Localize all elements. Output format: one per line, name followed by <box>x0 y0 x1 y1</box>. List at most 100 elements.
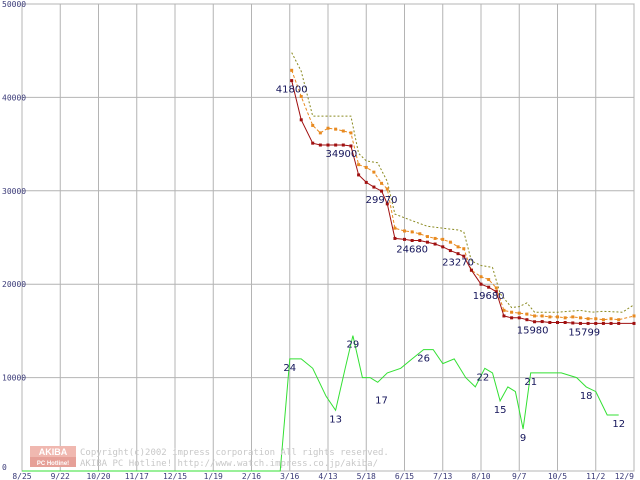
series-min-point <box>410 238 414 242</box>
shop-count-label: 22 <box>477 372 490 383</box>
series-avg-point <box>462 247 466 251</box>
shop-count-label: 21 <box>524 377 537 388</box>
series-avg-point <box>349 131 353 135</box>
series-avg-point <box>487 278 491 282</box>
x-tick-label: 1/19 <box>204 472 223 480</box>
series-min-point <box>578 321 582 325</box>
series-min-point <box>533 320 537 324</box>
series-avg-point <box>533 314 537 318</box>
series-min-point <box>326 143 330 147</box>
price-data-label: 29970 <box>366 195 398 206</box>
x-tick-label: 8/25 <box>12 472 31 480</box>
shop-count-label: 15 <box>494 405 507 416</box>
series-max-line <box>291 52 635 313</box>
x-tick-label: 12/15 <box>163 472 187 480</box>
price-data-label: 23270 <box>442 258 474 269</box>
x-tick-label: 5/18 <box>357 472 376 480</box>
watermark: AKIBA PC Hotline! Copyright(c)2002 impre… <box>30 446 389 469</box>
series-min-point <box>632 321 636 325</box>
series-avg-point <box>385 187 389 191</box>
series-min-point <box>349 144 353 148</box>
series-min-point <box>448 249 452 253</box>
series-avg-point <box>601 318 605 322</box>
series-avg-point <box>594 317 598 321</box>
x-tick-label: 10/5 <box>548 472 567 480</box>
series-avg-point <box>418 232 422 236</box>
x-tick-label: 3/16 <box>280 472 299 480</box>
series-avg-point <box>571 315 575 319</box>
series-min-point <box>594 321 598 325</box>
series-avg-point <box>563 316 567 320</box>
series-min-point <box>571 321 575 325</box>
series-min-point <box>556 320 559 324</box>
series-min-point <box>364 180 368 184</box>
x-tick-label: 2/16 <box>242 472 261 480</box>
series-min-point <box>418 238 422 242</box>
site-url-text: AKIBA PC Hotline! http://www.watch.impre… <box>80 459 378 469</box>
series-avg-point <box>479 275 483 279</box>
series-layer <box>22 52 636 472</box>
x-tick-label: 7/13 <box>433 472 452 480</box>
x-tick-label: 12/9 <box>615 472 634 480</box>
logo-top-text: AKIBA <box>39 447 68 457</box>
y-tick-label: 20000 <box>2 280 26 289</box>
data-labels-layer: 41800 34900 29970 24680 23270 19680 15980 15799… <box>276 85 625 444</box>
series-avg-point <box>290 68 294 72</box>
series-min-point <box>563 320 567 324</box>
series-avg-point <box>632 314 636 318</box>
series-avg-point <box>318 131 322 135</box>
series-avg-point <box>556 315 559 319</box>
series-avg-point <box>578 316 582 320</box>
series-min-point <box>601 321 605 325</box>
series-min-point <box>393 236 397 240</box>
series-avg-point <box>586 317 590 321</box>
x-tick-label: 6/15 <box>395 472 414 480</box>
x-tick-label: 8/10 <box>471 472 490 480</box>
series-min-point <box>462 254 466 258</box>
series-avg-point <box>448 240 452 244</box>
y-axis-ticks: 0 10000 20000 30000 40000 50000 <box>2 0 26 472</box>
shop-count-label: 24 <box>283 363 296 374</box>
series-min-point <box>433 242 437 246</box>
y-tick-label: 50000 <box>2 0 26 9</box>
shop-count-label: 12 <box>612 419 625 430</box>
series-min-point <box>510 316 514 320</box>
series-avg-point <box>393 226 397 230</box>
logo-badge-top <box>30 446 76 457</box>
series-min-point <box>318 143 322 147</box>
series-min-point <box>357 173 361 177</box>
series-min-point <box>441 245 445 249</box>
price-data-label: 15980 <box>517 326 549 337</box>
logo-bottom-text: PC Hotline! <box>37 461 69 467</box>
shop-count-label: 13 <box>329 414 342 425</box>
series-min-point <box>425 240 429 244</box>
series-avg-point <box>517 311 521 315</box>
x-tick-label: 9/22 <box>51 472 70 480</box>
x-tick-label: 9/7 <box>512 472 527 480</box>
series-shops-line <box>22 335 619 472</box>
series-min-point <box>479 282 483 286</box>
series-min-point <box>540 320 544 324</box>
series-min-point <box>517 316 521 320</box>
series-min-point <box>380 189 384 193</box>
price-data-label: 24680 <box>396 244 428 255</box>
series-min-point <box>586 321 590 325</box>
series-min-point <box>456 252 460 256</box>
y-tick-label: 30000 <box>2 187 26 196</box>
series-min-point <box>290 79 294 83</box>
series-min-point <box>311 141 315 145</box>
series-avg-point <box>525 312 529 316</box>
series-min-point <box>617 321 621 325</box>
shop-count-label: 9 <box>520 433 526 444</box>
series-avg-point <box>357 163 361 167</box>
series-avg-point <box>617 318 621 322</box>
series-avg-point <box>425 235 429 239</box>
y-tick-label: 0 <box>2 463 7 472</box>
series-avg-point <box>326 126 330 130</box>
x-tick-label: 11/17 <box>125 472 149 480</box>
grid-lines <box>21 3 635 472</box>
x-axis-ticks: 8/25 9/22 10/20 11/17 12/15 1/19 2/16 3/16 4/13 5… <box>12 472 634 480</box>
series-avg-point <box>609 317 613 321</box>
y-tick-label: 40000 <box>2 93 26 102</box>
